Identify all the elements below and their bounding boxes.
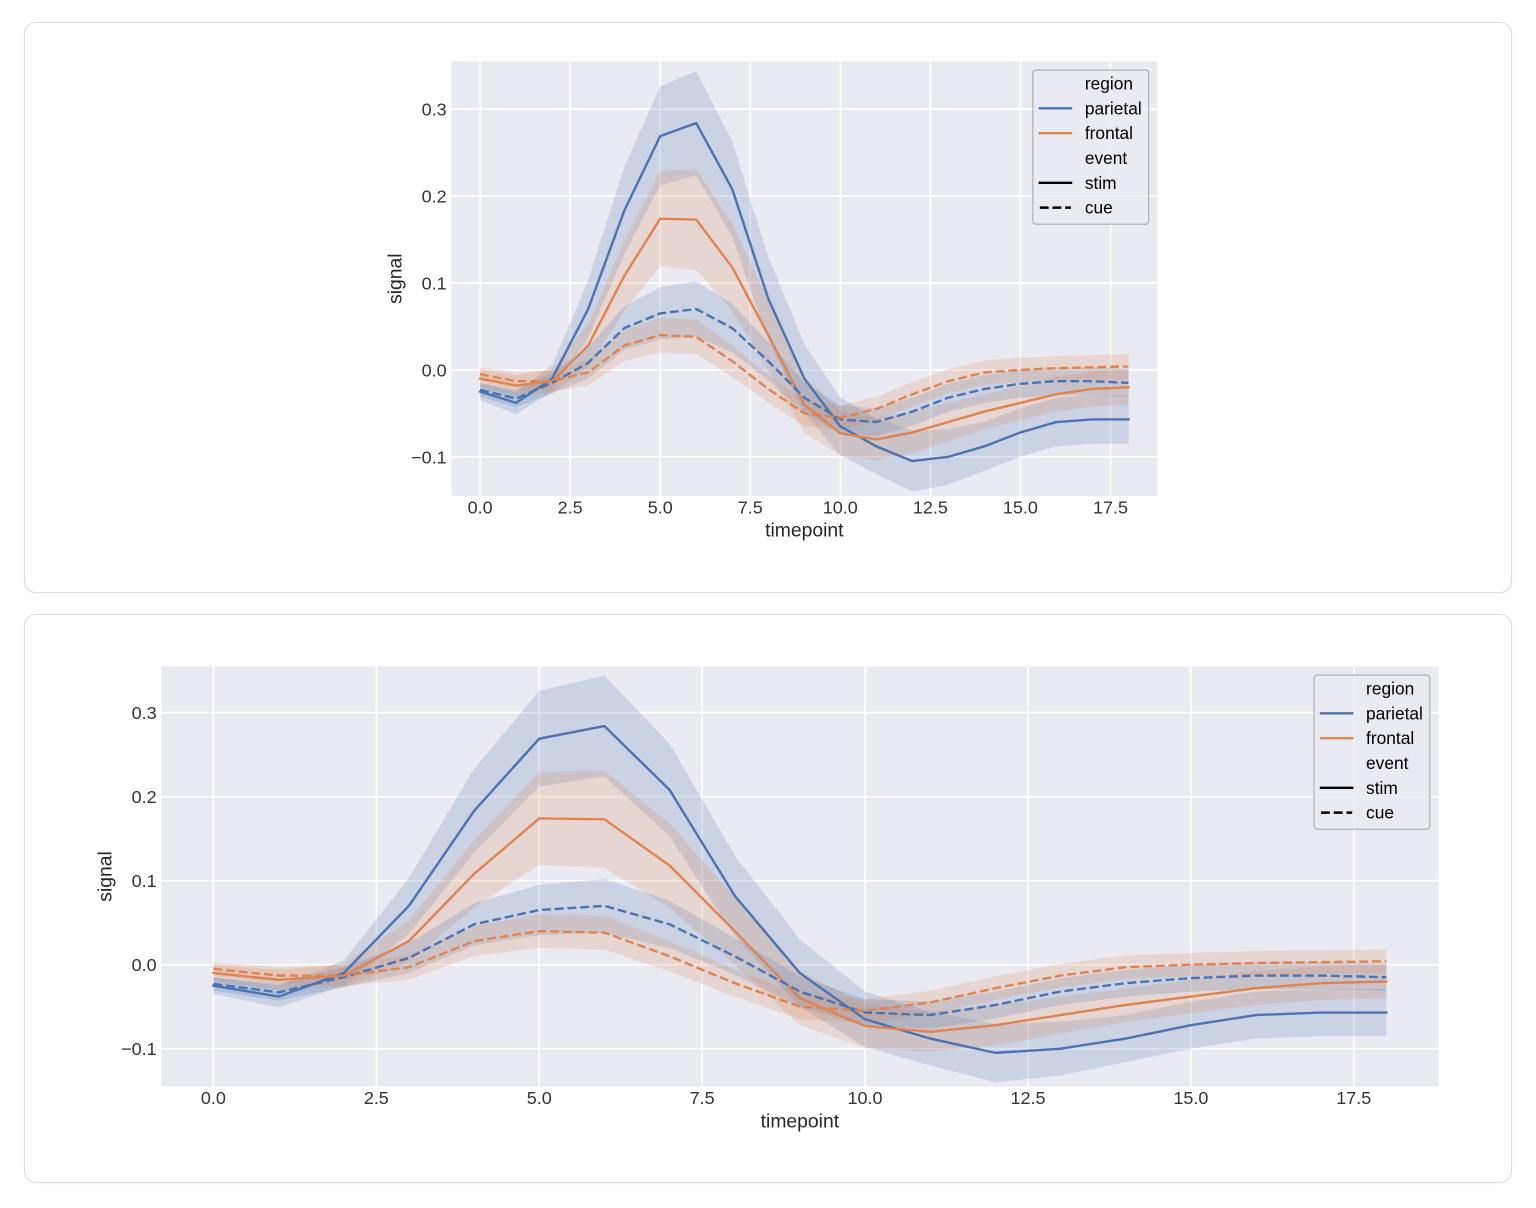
svg-text:5.0: 5.0 [527, 1088, 552, 1108]
svg-text:stim: stim [1366, 778, 1398, 798]
svg-text:0.0: 0.0 [132, 955, 157, 975]
svg-text:timepoint: timepoint [761, 1111, 840, 1132]
svg-text:timepoint: timepoint [765, 520, 844, 541]
svg-text:0.3: 0.3 [421, 99, 446, 119]
svg-text:10.0: 10.0 [848, 1088, 883, 1108]
svg-text:frontal: frontal [1366, 728, 1414, 748]
svg-text:−0.1: −0.1 [121, 1039, 157, 1059]
svg-text:cue: cue [1366, 802, 1394, 822]
svg-text:7.5: 7.5 [737, 497, 762, 517]
svg-text:signal: signal [96, 851, 117, 902]
svg-text:0.1: 0.1 [132, 871, 157, 891]
svg-text:event: event [1366, 753, 1409, 773]
svg-text:0.0: 0.0 [421, 360, 446, 380]
svg-text:5.0: 5.0 [647, 497, 672, 517]
svg-text:−0.1: −0.1 [411, 447, 447, 467]
svg-text:0.0: 0.0 [467, 497, 492, 517]
svg-text:17.5: 17.5 [1093, 497, 1128, 517]
svg-text:parietal: parietal [1085, 98, 1142, 118]
svg-text:15.0: 15.0 [1003, 497, 1038, 517]
svg-text:region: region [1085, 73, 1133, 93]
svg-text:region: region [1366, 678, 1414, 698]
svg-text:12.5: 12.5 [913, 497, 948, 517]
svg-text:0.2: 0.2 [421, 186, 446, 206]
svg-text:0.2: 0.2 [132, 787, 157, 807]
svg-text:0.0: 0.0 [201, 1088, 226, 1108]
svg-text:17.5: 17.5 [1336, 1088, 1371, 1108]
svg-text:signal: signal [385, 253, 406, 304]
svg-text:0.3: 0.3 [132, 703, 157, 723]
svg-text:2.5: 2.5 [364, 1088, 389, 1108]
svg-text:2.5: 2.5 [557, 497, 582, 517]
svg-text:parietal: parietal [1366, 703, 1423, 723]
svg-text:stim: stim [1085, 172, 1117, 192]
svg-text:cue: cue [1085, 197, 1113, 217]
svg-text:frontal: frontal [1085, 123, 1133, 143]
svg-text:15.0: 15.0 [1173, 1088, 1208, 1108]
svg-text:0.1: 0.1 [421, 273, 446, 293]
svg-text:10.0: 10.0 [822, 497, 857, 517]
svg-text:event: event [1085, 148, 1128, 168]
svg-text:12.5: 12.5 [1011, 1088, 1046, 1108]
svg-text:7.5: 7.5 [690, 1088, 715, 1108]
